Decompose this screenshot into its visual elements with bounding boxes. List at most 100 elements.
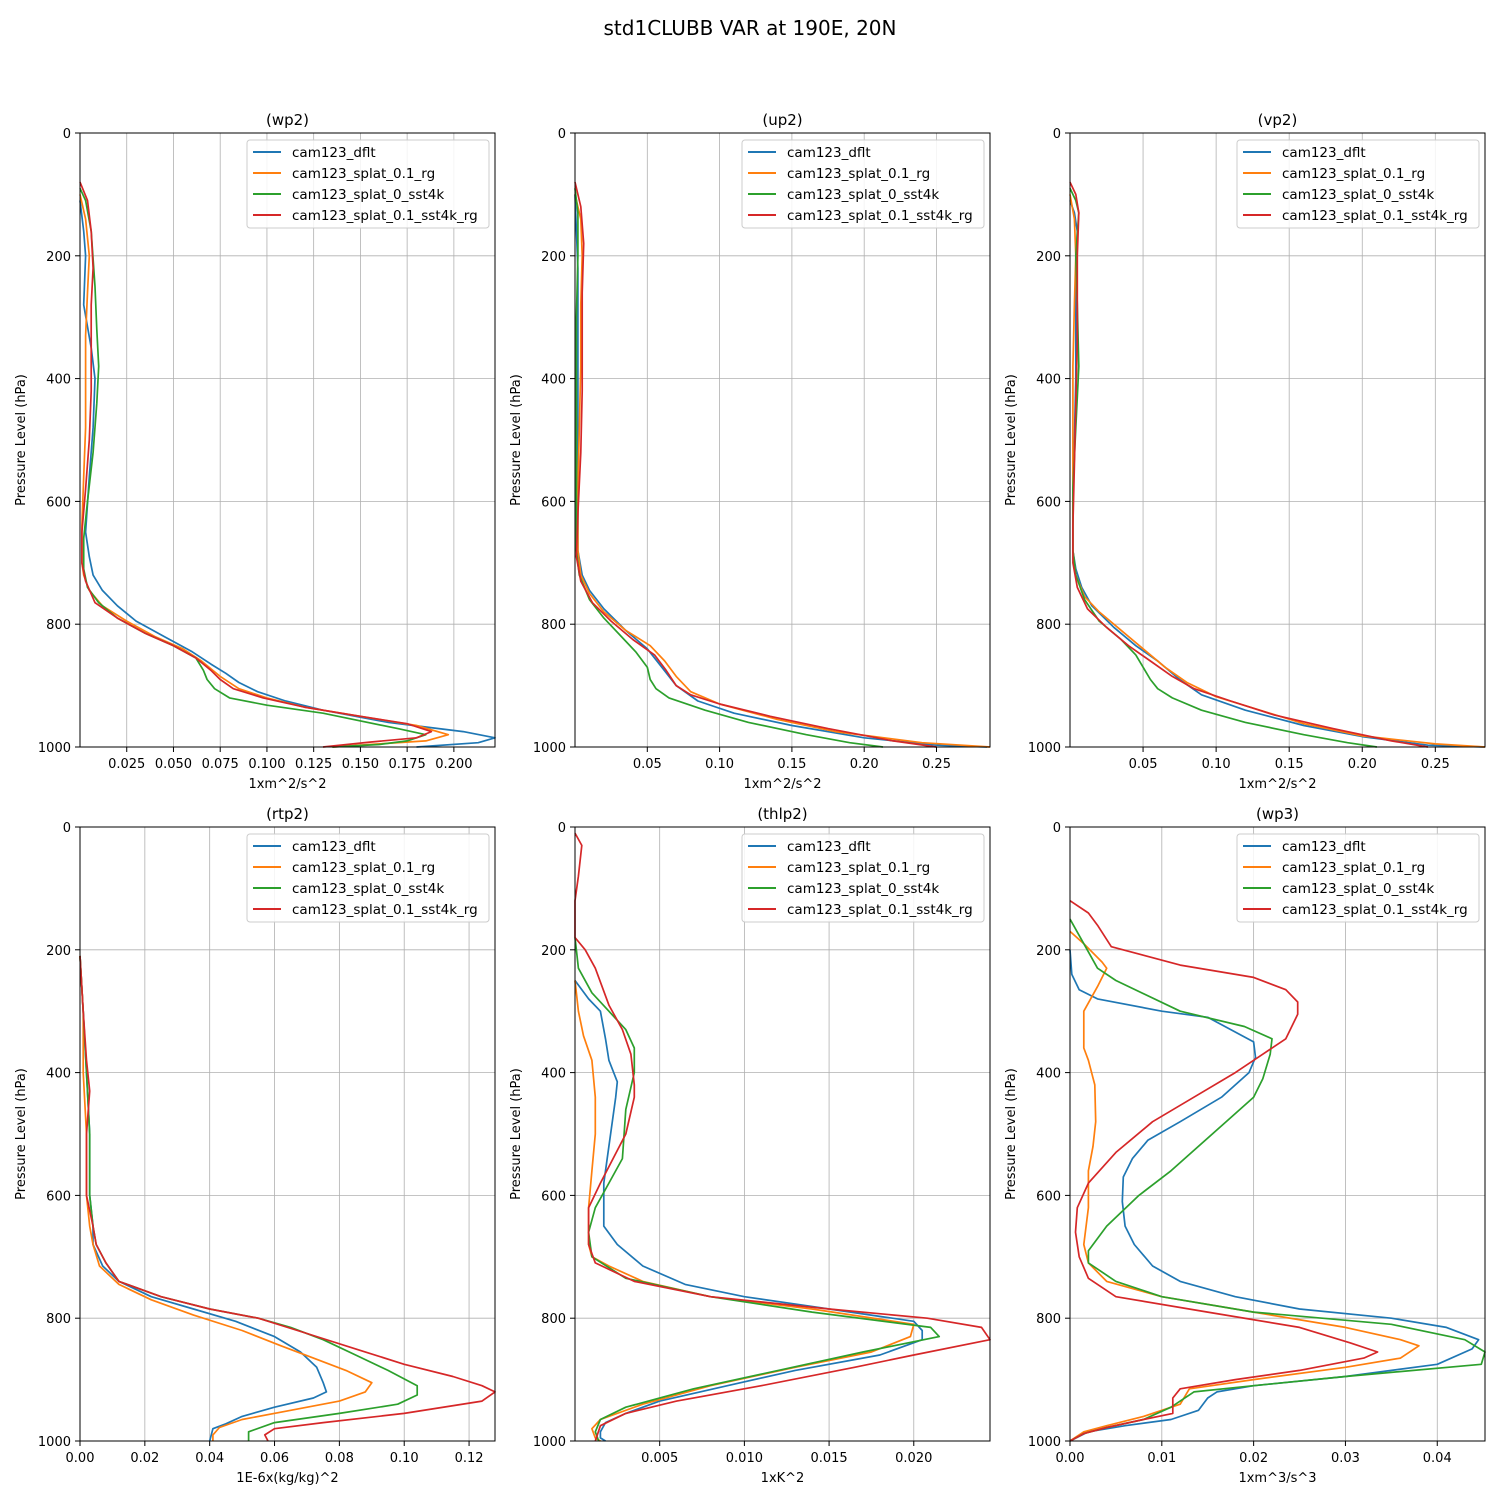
legend-box xyxy=(741,833,985,923)
y-tick-label: 1000 xyxy=(1028,1435,1061,1450)
panel-title: (wp2) xyxy=(266,111,309,129)
x-tick-label: 0.010 xyxy=(726,1451,763,1466)
legend: cam123_dflt cam123_splat_0.1_rg cam123_spl… xyxy=(246,139,490,229)
y-tick-label: 0 xyxy=(1053,821,1061,836)
y-tick-label: 600 xyxy=(46,1189,71,1204)
series-line-cam123_splat_0_sst4k xyxy=(1069,187,1378,748)
panel-title: (up2) xyxy=(762,111,802,129)
y-tick-label: 600 xyxy=(1036,1189,1061,1204)
x-tick-label: 0.015 xyxy=(810,1451,847,1466)
y-tick-label: 200 xyxy=(1036,944,1061,959)
series-line-cam123_splat_0.1_sst4k_rg xyxy=(79,955,496,1442)
y-axis-label: Pressure Level (hPa) xyxy=(509,374,524,506)
y-tick-label: 1000 xyxy=(1028,741,1061,756)
y-axis-label: Pressure Level (hPa) xyxy=(509,1068,524,1200)
y-tick-label: 600 xyxy=(46,495,71,510)
y-tick-label: 600 xyxy=(541,1189,566,1204)
legend-label: cam123_splat_0.1_sst4k_rg xyxy=(292,902,478,918)
y-tick-label: 600 xyxy=(1036,495,1061,510)
legend-box xyxy=(1236,833,1480,923)
x-tick-label: 0.05 xyxy=(633,757,662,772)
y-tick-label: 400 xyxy=(46,1067,71,1082)
x-tick-label: 0.03 xyxy=(1331,1451,1360,1466)
panel-title: (thlp2) xyxy=(757,805,807,823)
series-line-cam123_splat_0.1_rg xyxy=(1069,930,1420,1442)
legend-label: cam123_splat_0.1_rg xyxy=(292,860,435,876)
y-tick-label: 800 xyxy=(46,1312,71,1327)
y-tick-label: 1000 xyxy=(533,741,566,756)
x-axis-label: 1xm^2/s^2 xyxy=(248,777,326,792)
y-tick-label: 0 xyxy=(1053,127,1061,142)
y-tick-label: 200 xyxy=(1036,250,1061,265)
legend-label: cam123_splat_0.1_rg xyxy=(1282,860,1425,876)
series-line-cam123_dflt xyxy=(1069,949,1480,1442)
x-tick-label: 0.20 xyxy=(850,757,879,772)
panel-title: (vp2) xyxy=(1258,111,1298,129)
legend-label: cam123_splat_0_sst4k xyxy=(1282,881,1434,897)
x-tick-label: 0.05 xyxy=(1129,757,1158,772)
x-tick-label: 0.10 xyxy=(1202,757,1231,772)
x-tick-label: 0.00 xyxy=(1056,1451,1085,1466)
x-tick-label: 0.125 xyxy=(295,757,332,772)
x-tick-label: 0.04 xyxy=(1423,1451,1452,1466)
legend-label: cam123_splat_0.1_sst4k_rg xyxy=(787,902,973,918)
x-axis-label: 1xm^2/s^2 xyxy=(743,777,821,792)
series-line-cam123_splat_0.1_sst4k_rg xyxy=(574,181,937,748)
figure-title: std1CLUBB VAR at 190E, 20N xyxy=(603,16,897,40)
legend-label: cam123_splat_0_sst4k xyxy=(292,187,444,203)
y-tick-label: 400 xyxy=(46,373,71,388)
y-tick-label: 0 xyxy=(558,821,566,836)
panel-wp2: 0.025 0.050 0.075 0.100 0.125 0.150 0.175 0.200… xyxy=(14,111,496,792)
x-tick-label: 0.20 xyxy=(1348,757,1377,772)
y-tick-label: 1000 xyxy=(38,741,71,756)
x-tick-label: 0.050 xyxy=(155,757,192,772)
x-tick-label: 0.200 xyxy=(435,757,472,772)
legend: cam123_dflt cam123_splat_0.1_rg cam123_spl… xyxy=(741,139,985,229)
legend-label: cam123_splat_0.1_rg xyxy=(787,166,930,182)
x-tick-label: 0.01 xyxy=(1147,1451,1176,1466)
series-line-cam123_splat_0.1_sst4k_rg xyxy=(574,832,991,1442)
series-line-cam123_dflt xyxy=(574,979,924,1442)
y-axis-label: Pressure Level (hPa) xyxy=(1004,1068,1019,1200)
series-line-cam123_splat_0.1_rg xyxy=(1069,194,1486,748)
x-tick-label: 0.12 xyxy=(455,1451,484,1466)
y-tick-label: 800 xyxy=(541,618,566,633)
x-tick-label: 0.00 xyxy=(66,1451,95,1466)
y-tick-label: 800 xyxy=(541,1312,566,1327)
axes-frame xyxy=(574,826,991,1442)
x-tick-label: 0.15 xyxy=(1275,757,1304,772)
panel-thlp2: 0.005 0.010 0.015 0.020 0 200 400 600 800 1000 (th… xyxy=(509,805,991,1486)
y-tick-label: 1000 xyxy=(533,1435,566,1450)
legend-box xyxy=(1236,139,1480,229)
series-line-cam123_splat_0.1_rg xyxy=(79,194,450,748)
legend-label: cam123_splat_0_sst4k xyxy=(787,187,939,203)
legend-label: cam123_dflt xyxy=(292,145,376,161)
legend-label: cam123_splat_0_sst4k xyxy=(292,881,444,897)
series-line-cam123_dflt xyxy=(79,955,328,1442)
series-line-cam123_splat_0_sst4k xyxy=(574,937,941,1442)
legend-label: cam123_dflt xyxy=(292,839,376,855)
y-axis-label: Pressure Level (hPa) xyxy=(1004,374,1019,506)
legend-box xyxy=(741,139,985,229)
axes-frame xyxy=(574,132,991,748)
y-tick-label: 400 xyxy=(541,1067,566,1082)
series-line-cam123_splat_0.1_rg xyxy=(79,955,373,1441)
series-line-cam123_splat_0_sst4k xyxy=(79,187,427,748)
legend-label: cam123_splat_0.1_rg xyxy=(292,166,435,182)
x-tick-label: 0.025 xyxy=(108,757,145,772)
panel-rtp2: 0.00 0.02 0.04 0.06 0.08 0.10 0.12 0 200 400 600 80… xyxy=(14,805,496,1486)
panel-up2: 0.05 0.10 0.15 0.20 0.25 0 200 400 600 800 1000 (up… xyxy=(509,111,991,792)
x-axis-label: 1xm^3/s^3 xyxy=(1238,1471,1316,1486)
legend-box xyxy=(246,833,490,923)
y-tick-label: 200 xyxy=(541,944,566,959)
y-tick-label: 400 xyxy=(1036,1067,1061,1082)
series-line-cam123_dflt xyxy=(79,200,496,748)
legend-label: cam123_splat_0_sst4k xyxy=(1282,187,1434,203)
legend-label: cam123_dflt xyxy=(787,839,871,855)
y-tick-label: 800 xyxy=(1036,1312,1061,1327)
x-axis-label: 1xK^2 xyxy=(761,1471,805,1486)
y-tick-label: 600 xyxy=(541,495,566,510)
y-tick-label: 400 xyxy=(1036,373,1061,388)
y-tick-label: 400 xyxy=(541,373,566,388)
